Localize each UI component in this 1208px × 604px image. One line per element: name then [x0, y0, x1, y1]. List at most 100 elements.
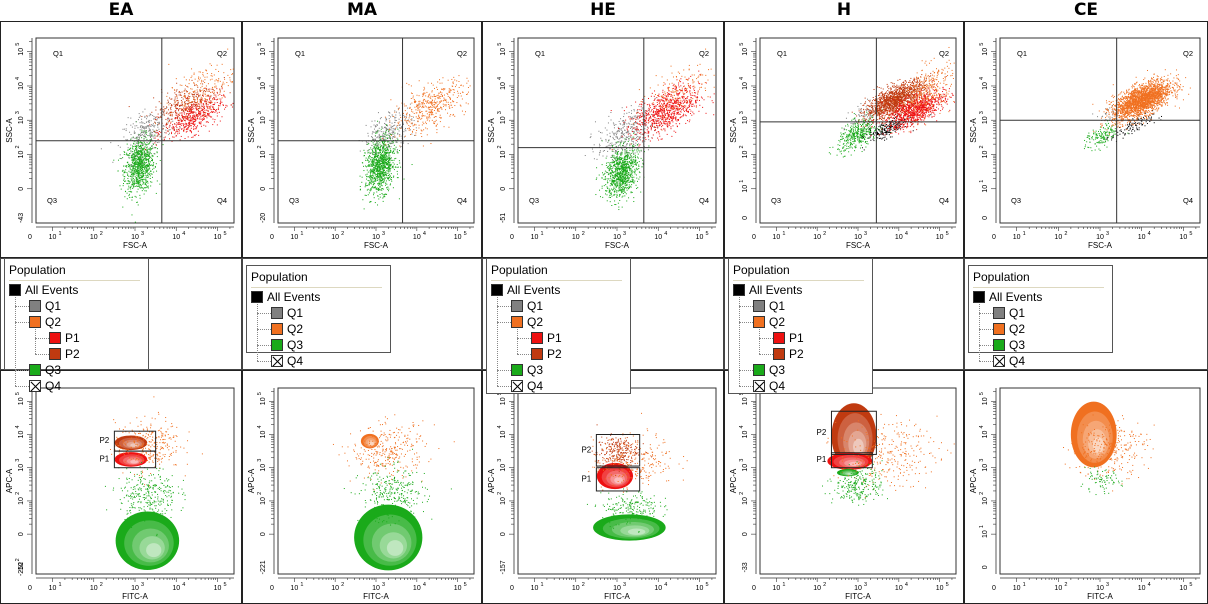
event-dot [380, 180, 382, 182]
event-dot [192, 91, 194, 93]
event-dot [126, 510, 128, 512]
event-dot [140, 131, 142, 133]
event-dot [387, 161, 389, 163]
legend-item-p2[interactable]: P2 [49, 347, 80, 361]
event-dot [199, 114, 201, 116]
event-dot [142, 447, 144, 449]
event-dot [382, 148, 384, 150]
event-dot [396, 105, 398, 107]
event-dot [424, 115, 426, 117]
event-dot [449, 115, 451, 117]
event-dot [396, 449, 398, 451]
event-dot [170, 121, 172, 123]
event-dot [152, 129, 154, 131]
event-dot [430, 102, 432, 104]
event-dot [126, 479, 128, 481]
event-dot [128, 187, 130, 189]
event-dot [161, 435, 163, 437]
event-dot [376, 152, 378, 154]
event-dot [392, 136, 394, 138]
event-dot [211, 78, 213, 80]
event-dot [372, 186, 374, 188]
event-dot [144, 155, 146, 157]
event-dot [462, 85, 464, 87]
event-dot [431, 104, 433, 106]
event-dot [160, 431, 162, 433]
event-dot [203, 114, 205, 116]
event-dot [416, 94, 418, 96]
legend-item-p1[interactable]: P1 [49, 331, 80, 345]
event-dot [384, 126, 386, 128]
event-dot [132, 123, 134, 125]
event-dot [176, 426, 178, 428]
event-dot [211, 73, 213, 75]
event-dot [381, 165, 383, 167]
event-dot [193, 114, 195, 116]
event-dot [374, 177, 376, 179]
event-dot [213, 108, 215, 110]
event-dot [145, 443, 147, 445]
event-dot [202, 94, 204, 96]
event-dot [134, 162, 136, 164]
event-dot [149, 136, 151, 138]
legend-item-q1[interactable]: Q1 [29, 299, 61, 313]
event-dot [146, 147, 148, 149]
event-dot [363, 442, 365, 444]
event-dot [418, 438, 420, 440]
event-dot [363, 477, 365, 479]
event-dot [370, 172, 372, 174]
event-dot [141, 156, 143, 158]
event-dot [442, 77, 444, 79]
event-dot [134, 161, 136, 163]
event-dot [385, 193, 387, 195]
event-dot [384, 159, 386, 161]
event-dot [372, 194, 374, 196]
legend-item-all-events[interactable]: All Events [9, 283, 78, 297]
event-dot [147, 459, 149, 461]
event-dot [425, 100, 427, 102]
event-dot [215, 79, 217, 81]
event-dot [133, 163, 135, 165]
event-dot [405, 113, 407, 115]
event-dot [389, 175, 391, 177]
event-dot [390, 138, 392, 140]
event-dot [364, 436, 366, 438]
event-dot [125, 128, 127, 130]
event-dot [376, 165, 378, 167]
event-dot [430, 106, 432, 108]
event-dot [134, 432, 136, 434]
event-dot [381, 162, 383, 164]
event-dot [371, 136, 373, 138]
event-dot [153, 130, 155, 132]
event-dot [187, 440, 189, 442]
event-dot [162, 441, 164, 443]
event-dot [401, 426, 403, 428]
gate-p1[interactable] [113, 450, 157, 469]
event-dot [422, 93, 424, 95]
event-dot [451, 104, 453, 106]
legend-item-q3[interactable]: Q3 [29, 363, 61, 377]
color-swatch-icon [9, 284, 21, 296]
event-dot [151, 508, 153, 510]
event-dot [132, 136, 134, 138]
event-dot [166, 122, 168, 124]
event-dot [162, 128, 164, 130]
legend-item-q4[interactable]: Q4 [29, 379, 61, 393]
event-dot [144, 115, 146, 117]
event-dot [380, 168, 382, 170]
event-dot [150, 137, 152, 139]
legend-item-q2[interactable]: Q2 [29, 315, 61, 329]
event-dot [374, 179, 376, 181]
event-dot [219, 88, 221, 90]
event-dot [154, 496, 156, 498]
event-dot [378, 446, 380, 448]
event-dot [406, 466, 408, 468]
event-dot [141, 190, 143, 192]
event-dot [139, 174, 141, 176]
event-dot [372, 131, 374, 133]
event-dot [137, 494, 139, 496]
event-dot [166, 95, 168, 97]
event-dot [184, 111, 186, 113]
event-dot [169, 138, 171, 140]
